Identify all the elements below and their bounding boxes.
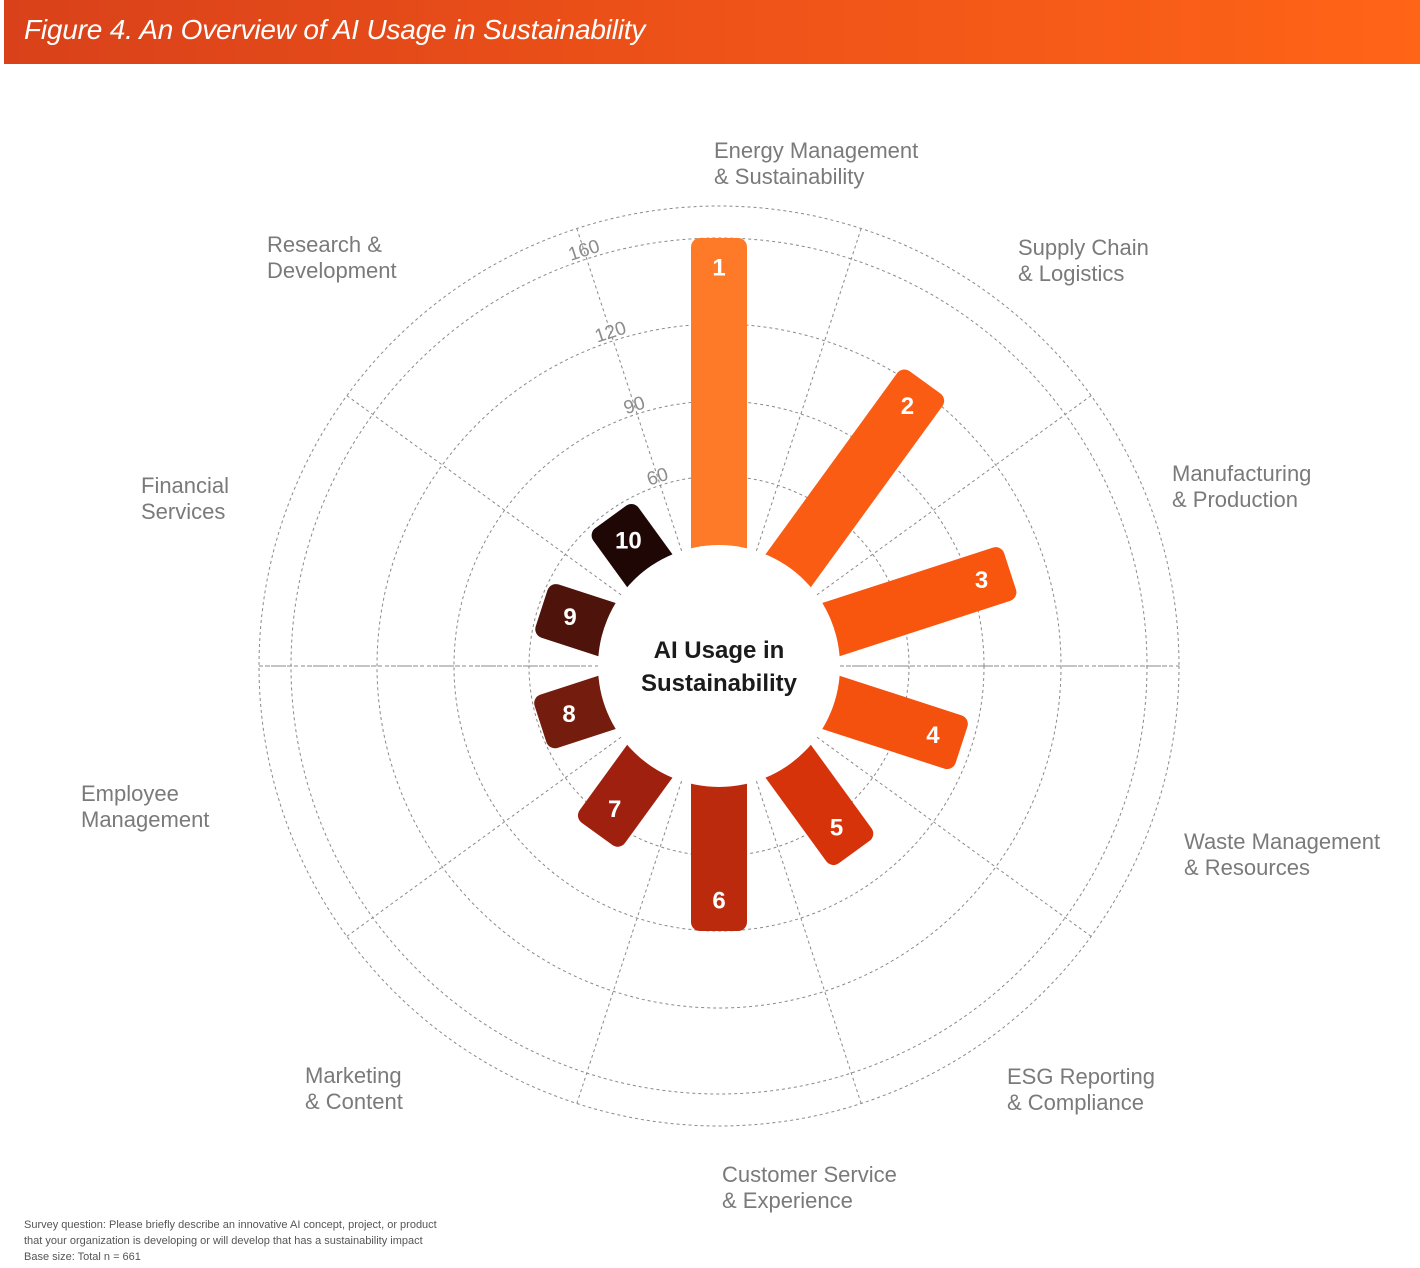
category-label: & Sustainability — [714, 164, 864, 189]
category-label: & Production — [1172, 487, 1298, 512]
category-label: ESG Reporting — [1007, 1064, 1155, 1089]
bar-rank-label: 4 — [926, 722, 940, 749]
bar-group — [691, 238, 747, 606]
bar-rank-label: 5 — [830, 814, 843, 841]
radial-tick-label: 120 — [592, 318, 629, 348]
footnote-line: Survey question: Please briefly describe… — [24, 1219, 437, 1231]
category-label: & Compliance — [1007, 1090, 1144, 1115]
bar-rank-label: 3 — [975, 567, 988, 594]
radial-tick-label: 160 — [566, 236, 603, 266]
category-label: & Logistics — [1018, 261, 1124, 286]
category-label: Services — [141, 499, 225, 524]
grid-spoke — [576, 780, 683, 1104]
category-label: Waste Management — [1184, 829, 1380, 854]
category-label: & Content — [305, 1089, 403, 1114]
bar-1 — [691, 238, 747, 606]
center-circle — [598, 545, 840, 787]
category-label: & Resources — [1184, 855, 1310, 880]
category-label: Financial — [141, 473, 229, 498]
figure-header-banner: Figure 4. An Overview of AI Usage in Sus… — [4, 0, 1420, 64]
center-label-line: AI Usage in — [654, 637, 785, 664]
bar-rank-label: 10 — [615, 528, 642, 555]
category-label: & Experience — [722, 1188, 853, 1213]
figure-title: Figure 4. An Overview of AI Usage in Sus… — [24, 14, 646, 45]
chart-center: AI Usage in Sustainability — [598, 545, 840, 787]
category-label: Research & — [267, 232, 382, 257]
radial-tick-label: 90 — [621, 393, 648, 420]
center-label-line: Sustainability — [641, 670, 798, 697]
grid-spoke — [755, 780, 862, 1104]
bar-rank-label: 7 — [608, 796, 621, 823]
category-label: Marketing — [305, 1063, 402, 1088]
bar-rank-label: 9 — [563, 604, 576, 631]
survey-footnote: Survey question: Please briefly describe… — [24, 1217, 494, 1265]
bar-rank-label: 1 — [712, 255, 725, 282]
grid-spoke — [816, 395, 1092, 596]
grid-spoke — [816, 736, 1092, 937]
footnote-line: Base size: Total n = 661 — [24, 1251, 141, 1263]
category-label: Management — [81, 807, 209, 832]
grid-spoke — [346, 736, 622, 937]
bar-2 — [735, 369, 945, 631]
grid-spoke — [576, 228, 683, 552]
category-label: Energy Management — [714, 138, 918, 163]
category-label: Customer Service — [722, 1162, 897, 1187]
category-label: Development — [267, 258, 397, 283]
footnote-line: that your organization is developing or … — [24, 1235, 423, 1247]
grid-spoke — [755, 228, 862, 552]
category-label: Employee — [81, 781, 179, 806]
radial-tick-label: 60 — [644, 464, 671, 491]
bar-rank-label: 2 — [901, 393, 914, 420]
category-label: Supply Chain — [1018, 235, 1149, 260]
bar-rank-label: 6 — [712, 888, 725, 915]
category-label: Manufacturing — [1172, 461, 1311, 486]
bar-group — [735, 369, 945, 631]
grid-spoke — [346, 395, 622, 596]
category-labels: Energy Management& Sustainability Supply … — [81, 138, 1380, 1213]
bar-rank-label: 8 — [562, 701, 575, 728]
